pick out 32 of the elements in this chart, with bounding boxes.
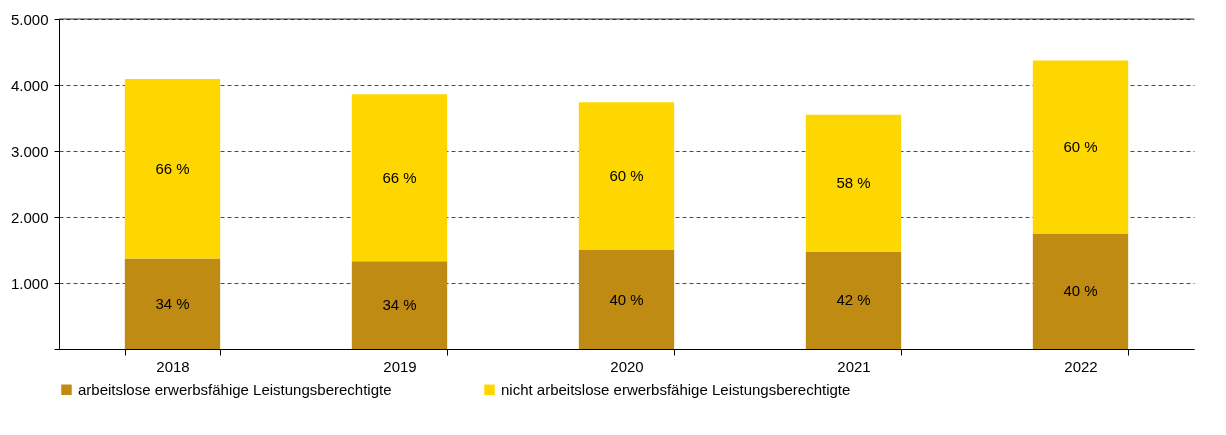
x-tick-label: 2022 xyxy=(1064,357,1098,375)
bar xyxy=(805,114,902,252)
x-tick-label: 2019 xyxy=(383,357,417,375)
annotation: 60 % xyxy=(1063,138,1098,156)
annotation: 66 % xyxy=(155,159,190,177)
bar xyxy=(578,102,675,250)
x-tick-label: 2018 xyxy=(156,357,190,375)
y-tick-label: 2.000 xyxy=(10,208,49,226)
y-tick-label: 4.000 xyxy=(10,76,49,94)
bar xyxy=(124,79,221,259)
annotation: 66 % xyxy=(382,168,417,186)
annotation: 58 % xyxy=(836,174,871,192)
bar xyxy=(351,94,448,262)
annotation: 60 % xyxy=(609,167,644,185)
annotation: 34 % xyxy=(155,294,190,312)
bar xyxy=(124,258,221,349)
legend-label: arbeitslose erwerbsfähige Leistungsberechtigte xyxy=(78,380,392,398)
x-tick-label: 2020 xyxy=(610,357,644,375)
legend-label: nicht arbeitslose erwerbsfähige Leistungsberechtigte xyxy=(501,380,851,398)
annotation: 40 % xyxy=(609,290,644,308)
bar xyxy=(1032,233,1129,349)
y-tick-label: 3.000 xyxy=(10,142,49,160)
bar xyxy=(351,261,448,349)
x-tick-label: 2021 xyxy=(837,357,871,375)
annotation: 40 % xyxy=(1063,282,1098,300)
annotation: 34 % xyxy=(382,296,417,314)
bar xyxy=(578,250,675,349)
bar xyxy=(1032,60,1129,234)
y-tick-label: 1.000 xyxy=(10,274,49,292)
annotation: 42 % xyxy=(836,291,871,309)
y-tick-label: 5.000 xyxy=(10,10,49,28)
bar xyxy=(805,251,902,349)
